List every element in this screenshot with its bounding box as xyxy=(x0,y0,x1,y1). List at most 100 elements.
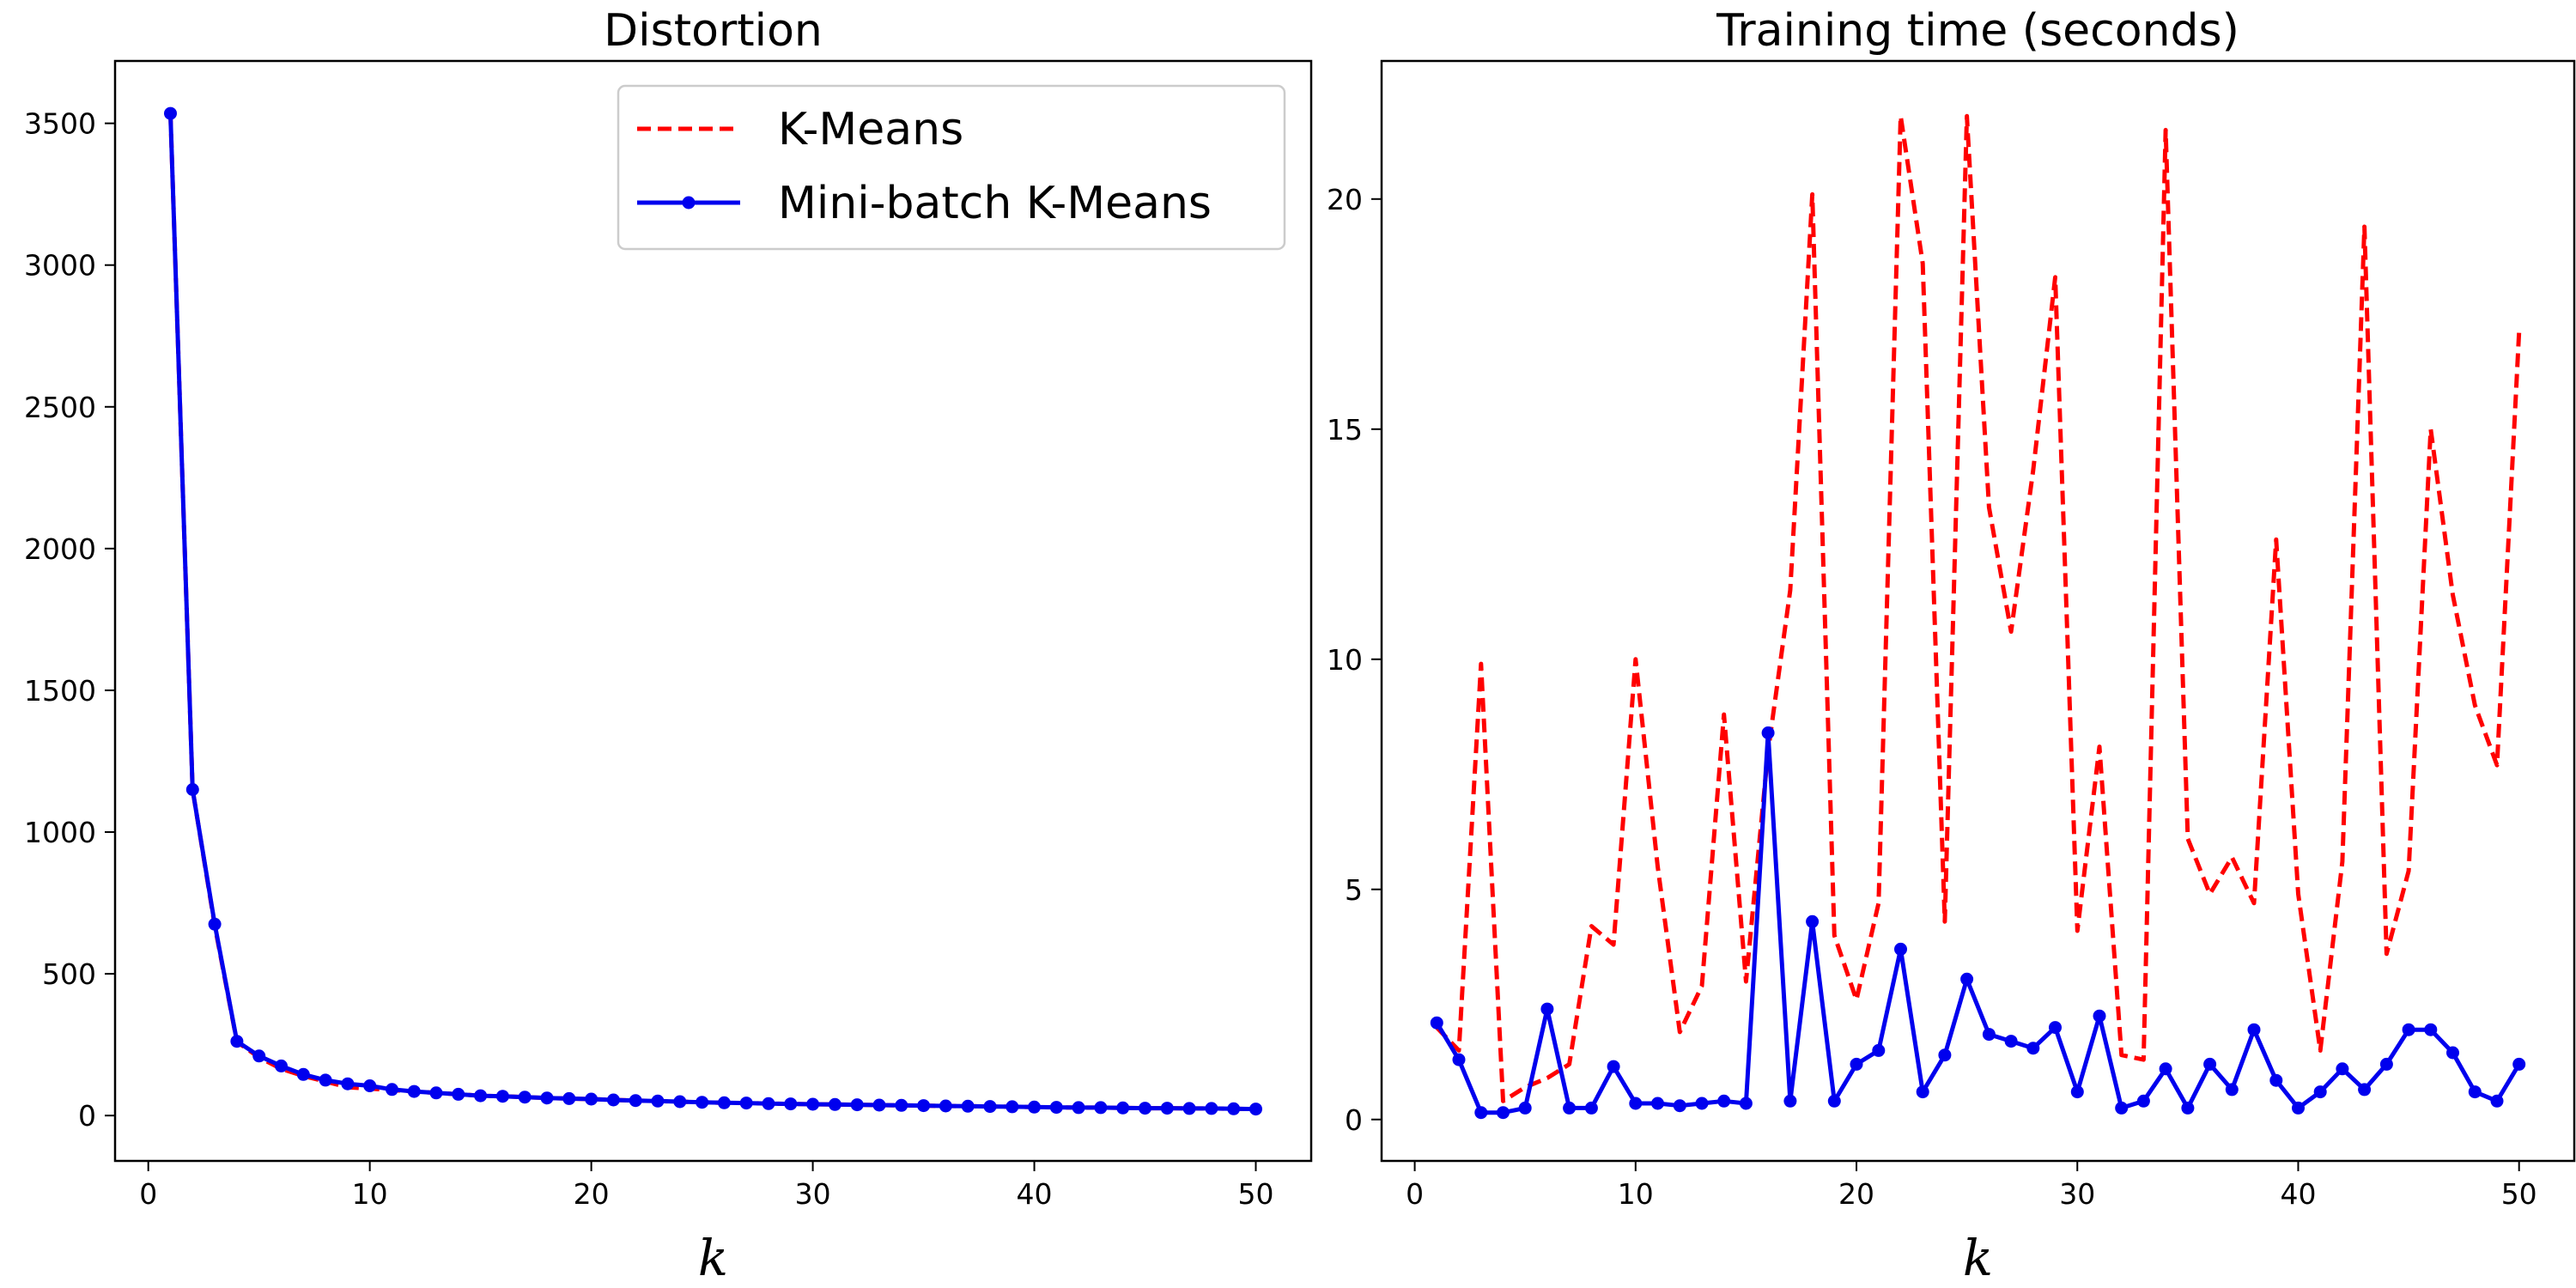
y-tick-label: 2000 xyxy=(24,532,96,566)
minibatch-kmeans-point xyxy=(1139,1102,1151,1115)
minibatch-kmeans-point xyxy=(1938,1048,1952,1062)
minibatch-kmeans-point xyxy=(828,1097,841,1111)
y-tick-label: 0 xyxy=(78,1099,96,1133)
minibatch-kmeans-point xyxy=(1629,1097,1643,1110)
minibatch-kmeans-point xyxy=(164,106,177,120)
minibatch-kmeans-point xyxy=(1430,1016,1443,1030)
minibatch-kmeans-point xyxy=(1607,1060,1620,1073)
minibatch-kmeans-point xyxy=(1695,1097,1709,1110)
minibatch-kmeans-point xyxy=(1806,914,1820,928)
minibatch-kmeans-point xyxy=(2004,1035,2018,1048)
minibatch-kmeans-point xyxy=(540,1091,554,1105)
minibatch-kmeans-point xyxy=(872,1098,886,1112)
minibatch-kmeans-point xyxy=(1872,1043,1886,1057)
minibatch-kmeans-point xyxy=(1563,1101,1577,1115)
minibatch-kmeans-point xyxy=(2159,1062,2172,1076)
x-tick-label: 30 xyxy=(2059,1177,2095,1211)
minibatch-kmeans-point xyxy=(1584,1101,1598,1115)
kmeans-line xyxy=(1435,113,2522,1103)
minibatch-kmeans-point xyxy=(1916,1085,1929,1099)
minibatch-kmeans-point xyxy=(2313,1085,2327,1099)
minibatch-kmeans-point xyxy=(2225,1083,2239,1097)
minibatch-kmeans-point xyxy=(1005,1100,1019,1114)
minibatch-kmeans-point xyxy=(2070,1085,2084,1099)
legend-kmeans-label: K-Means xyxy=(778,104,963,155)
minibatch-kmeans-point xyxy=(629,1094,642,1108)
x-tick-label: 20 xyxy=(574,1177,610,1211)
minibatch-kmeans-point xyxy=(1827,1094,1841,1108)
minibatch-kmeans-point xyxy=(1960,972,1974,986)
minibatch-kmeans-point xyxy=(651,1094,665,1108)
training-time-panel: 0 10 20 30 40 50 0 5 10 15 20 Training time (second… xyxy=(1327,5,2576,1287)
minibatch-kmeans-point xyxy=(585,1092,598,1106)
minibatch-kmeans-point xyxy=(275,1059,288,1072)
x-tick-label: 50 xyxy=(2501,1177,2537,1211)
chart-title: Training time (seconds) xyxy=(1716,5,2239,57)
minibatch-kmeans-point xyxy=(230,1035,244,1048)
minibatch-kmeans-point xyxy=(2512,1057,2526,1071)
minibatch-kmeans-point xyxy=(1497,1106,1510,1120)
minibatch-kmeans-point xyxy=(2402,1023,2415,1036)
minibatch-kmeans-point xyxy=(2358,1083,2372,1097)
minibatch-kmeans-point xyxy=(1182,1102,1196,1115)
minibatch-kmeans-line xyxy=(168,113,1256,1112)
minibatch-kmeans-point xyxy=(2336,1062,2349,1076)
minibatch-kmeans-point xyxy=(762,1097,775,1110)
x-axis-label: k xyxy=(698,1229,728,1287)
minibatch-kmeans-point xyxy=(1850,1057,1863,1071)
minibatch-kmeans-point xyxy=(895,1098,908,1112)
minibatch-kmeans-point xyxy=(518,1091,532,1104)
legend-minibatch-label: Mini-batch K-Means xyxy=(778,178,1212,229)
y-tick-label: 10 xyxy=(1327,643,1363,677)
minibatch-kmeans-point xyxy=(739,1097,753,1110)
x-tick-label: 40 xyxy=(2280,1177,2316,1211)
x-axis-label: k xyxy=(1963,1229,1993,1287)
y-tick-label: 20 xyxy=(1327,183,1363,216)
x-tick-label: 10 xyxy=(352,1177,388,1211)
y-tick-label: 1000 xyxy=(24,816,96,849)
y-tick-label: 0 xyxy=(1345,1103,1363,1137)
y-tick-label: 2500 xyxy=(24,391,96,424)
minibatch-kmeans-point xyxy=(917,1099,931,1113)
minibatch-kmeans-point xyxy=(2379,1057,2393,1071)
x-tick-label: 0 xyxy=(1406,1177,1424,1211)
minibatch-kmeans-point xyxy=(208,917,222,931)
minibatch-kmeans-point xyxy=(606,1093,620,1107)
minibatch-kmeans-point xyxy=(1049,1101,1063,1115)
minibatch-kmeans-point xyxy=(939,1099,952,1113)
minibatch-kmeans-point xyxy=(1474,1106,1488,1120)
minibatch-kmeans-point xyxy=(717,1096,731,1109)
y-tick-label: 3500 xyxy=(24,107,96,141)
minibatch-kmeans-point xyxy=(2446,1046,2459,1060)
minibatch-kmeans-point xyxy=(806,1097,820,1111)
x-tick-label: 10 xyxy=(1618,1177,1654,1211)
legend-box xyxy=(617,84,1286,251)
minibatch-kmeans-point xyxy=(2247,1023,2261,1036)
minibatch-kmeans-point xyxy=(1982,1028,1996,1042)
minibatch-kmeans-point xyxy=(1673,1099,1686,1113)
kmeans-line xyxy=(168,113,1256,1112)
minibatch-kmeans-point xyxy=(1160,1102,1174,1115)
minibatch-kmeans-point xyxy=(296,1067,310,1081)
minibatch-kmeans-point xyxy=(2181,1101,2195,1115)
minibatch-kmeans-point xyxy=(1249,1103,1262,1116)
x-tick-label: 0 xyxy=(139,1177,157,1211)
minibatch-kmeans-point xyxy=(2292,1101,2305,1115)
x-tick-label: 20 xyxy=(1838,1177,1874,1211)
minibatch-kmeans-point xyxy=(2115,1101,2129,1115)
minibatch-kmeans-point xyxy=(474,1089,488,1103)
axes-frame xyxy=(1380,59,2576,1163)
minibatch-kmeans-point xyxy=(252,1049,266,1063)
y-tick-label: 500 xyxy=(42,957,96,991)
minibatch-kmeans-point xyxy=(1739,1097,1753,1110)
minibatch-kmeans-point xyxy=(1116,1101,1130,1115)
minibatch-kmeans-point xyxy=(562,1091,576,1105)
minibatch-kmeans-point xyxy=(1651,1097,1664,1110)
minibatch-kmeans-point xyxy=(2049,1021,2062,1035)
minibatch-kmeans-point xyxy=(2203,1057,2217,1071)
minibatch-kmeans-point xyxy=(2093,1009,2106,1023)
minibatch-kmeans-point xyxy=(2424,1023,2438,1036)
minibatch-kmeans-point xyxy=(983,1100,997,1114)
minibatch-kmeans-point xyxy=(1894,942,1907,956)
minibatch-kmeans-point xyxy=(2026,1042,2040,1055)
